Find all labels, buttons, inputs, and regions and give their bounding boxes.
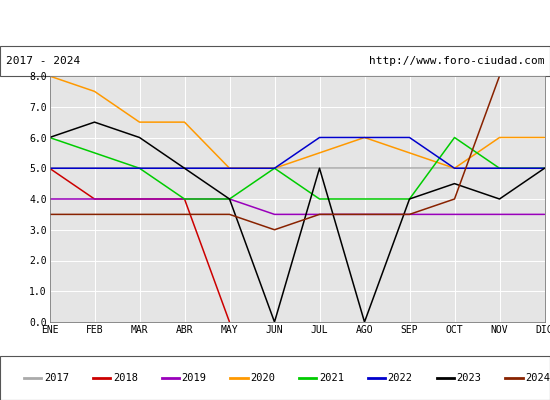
Text: 2024: 2024 <box>525 373 550 383</box>
Text: http://www.foro-ciudad.com: http://www.foro-ciudad.com <box>369 56 544 66</box>
Text: 2021: 2021 <box>319 373 344 383</box>
Text: 2022: 2022 <box>388 373 412 383</box>
Text: 2019: 2019 <box>182 373 206 383</box>
Text: 2023: 2023 <box>456 373 481 383</box>
Text: 2020: 2020 <box>250 373 275 383</box>
Text: 2017: 2017 <box>44 373 69 383</box>
Text: Evolucion del paro registrado en Herrin de Campos: Evolucion del paro registrado en Herrin … <box>70 16 480 30</box>
Text: 2017 - 2024: 2017 - 2024 <box>6 56 80 66</box>
Text: 2018: 2018 <box>113 373 138 383</box>
